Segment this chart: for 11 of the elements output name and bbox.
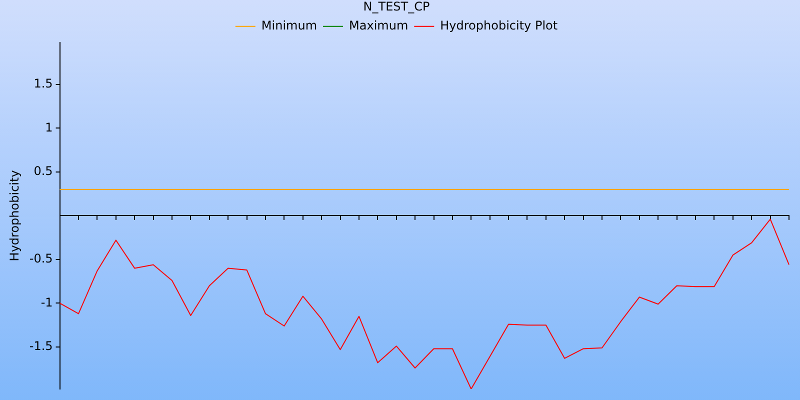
y-tick-label: 1.5 — [34, 76, 53, 91]
y-tick-label: -1.5 — [29, 339, 53, 354]
y-tick-label: 1 — [45, 120, 53, 134]
chart-title: N_TEST_CP — [363, 0, 430, 14]
legend-label: Minimum — [261, 18, 318, 33]
y-tick-label: -0.5 — [29, 252, 53, 266]
y-tick-label: 0.5 — [34, 164, 53, 178]
y-axis-title: Hydrophobicity — [7, 170, 22, 262]
y-tick-label: -1 — [40, 295, 53, 310]
legend-label: Maximum — [349, 18, 408, 33]
legend-label: Hydrophobicity Plot — [440, 18, 558, 33]
